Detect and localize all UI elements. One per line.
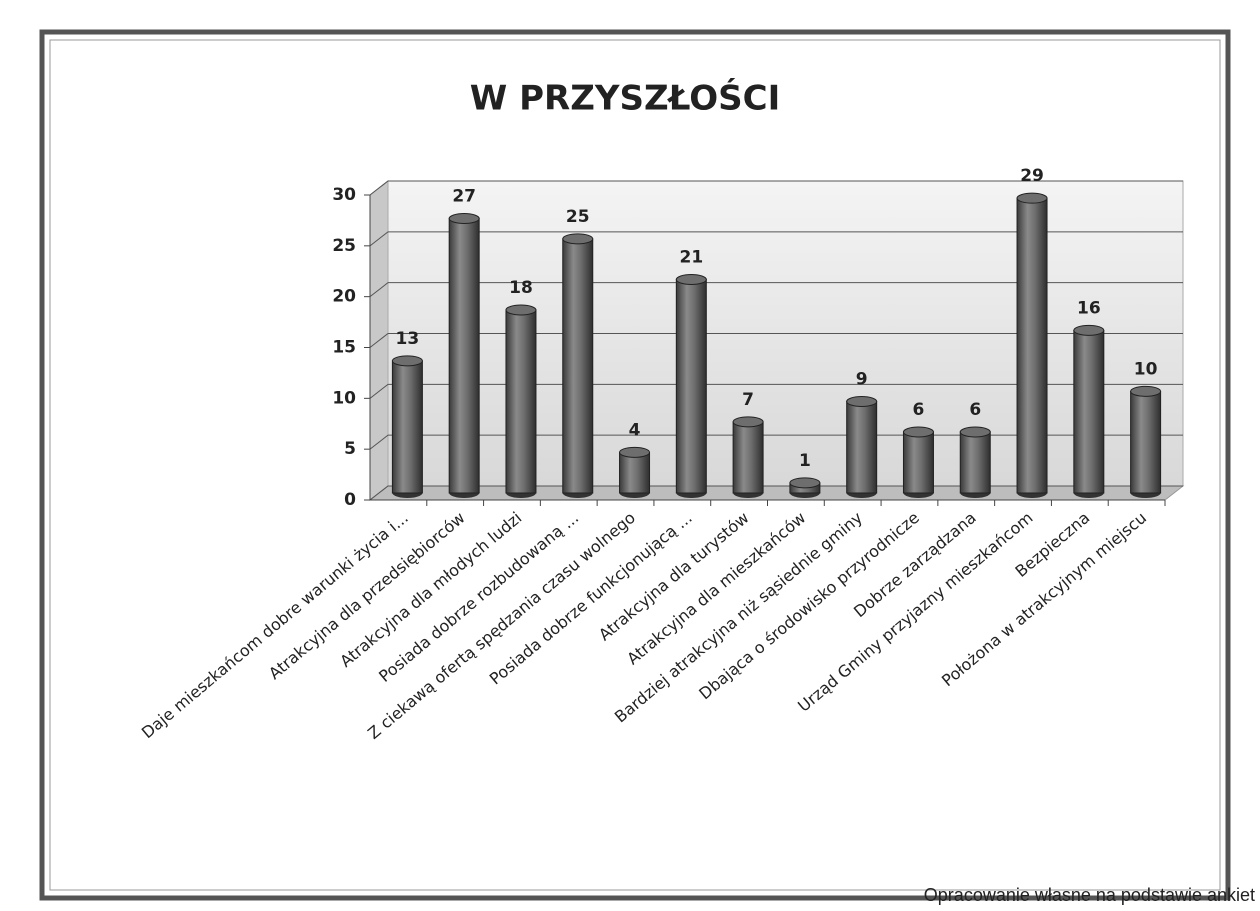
x-tick-label: Daje mieszkańcom dobre warunki życia i..…: [138, 508, 412, 742]
chart-frame-inner: [49, 39, 1221, 891]
bar-top: [959, 426, 991, 438]
data-label: 1: [799, 451, 811, 471]
y-tick-label: 5: [344, 439, 356, 459]
bar: [675, 279, 707, 494]
y-tick-label: 20: [332, 287, 356, 307]
y-tick-label: 30: [332, 185, 356, 205]
data-label: 9: [856, 370, 868, 390]
bar-top: [1016, 192, 1048, 204]
grid-line: [369, 282, 1183, 298]
bar: [902, 431, 934, 494]
data-label: 18: [509, 278, 533, 298]
data-label: 7: [742, 390, 754, 410]
chart-title: W PRZYSZŁOŚCI: [470, 78, 780, 119]
data-label: 13: [396, 329, 420, 349]
y-tick-label: 10: [332, 388, 356, 408]
x-tick-label: Z ciekawą ofertą spędzania czasu wolnego: [364, 508, 639, 743]
bar: [1130, 390, 1162, 494]
y-tick-label: 15: [332, 338, 356, 358]
bar: [1016, 197, 1048, 494]
bar-top: [1073, 324, 1105, 336]
bar-top: [902, 426, 934, 438]
x-tick-label: Posiada dobrze funkcjonującą ...: [486, 508, 696, 689]
bar-top: [391, 355, 423, 367]
data-label: 4: [629, 420, 641, 440]
y-tick-label: 25: [332, 236, 356, 256]
bar-top: [1130, 385, 1162, 397]
x-tick-label: Położona w atrakcyjnym miejscu: [938, 508, 1150, 690]
bar: [619, 451, 651, 494]
data-label: 29: [1020, 166, 1044, 186]
data-label: 21: [679, 248, 703, 268]
bar-top: [562, 233, 594, 245]
bar-top: [448, 213, 480, 224]
bar-top: [505, 304, 537, 316]
grid-line: [369, 231, 1183, 247]
bar-top: [732, 416, 764, 428]
bar: [1073, 329, 1105, 494]
grid-line: [369, 333, 1183, 348]
data-label: 10: [1134, 359, 1158, 379]
bar-top: [675, 274, 707, 285]
bar-top: [789, 477, 821, 489]
data-label: 25: [566, 207, 590, 227]
bar: [846, 401, 878, 494]
data-label: 16: [1077, 298, 1101, 318]
bar: [448, 218, 480, 494]
data-label: 6: [969, 400, 981, 420]
bar: [732, 421, 764, 494]
y-tick-label: 0: [344, 490, 356, 510]
grid-line: [369, 180, 1183, 196]
bar-top: [846, 396, 878, 407]
bar: [959, 431, 991, 494]
bar: [562, 238, 594, 494]
grid-line: [369, 383, 1183, 399]
bar: [505, 309, 537, 494]
source-note: Opracowanie własne na podstawie ankiet: [924, 885, 1255, 905]
chart-frame: [39, 29, 1231, 901]
data-label: 6: [913, 400, 925, 420]
bar-top: [619, 446, 651, 458]
data-label: 27: [452, 187, 476, 207]
bar: [391, 360, 423, 494]
floor: [368, 485, 1185, 501]
